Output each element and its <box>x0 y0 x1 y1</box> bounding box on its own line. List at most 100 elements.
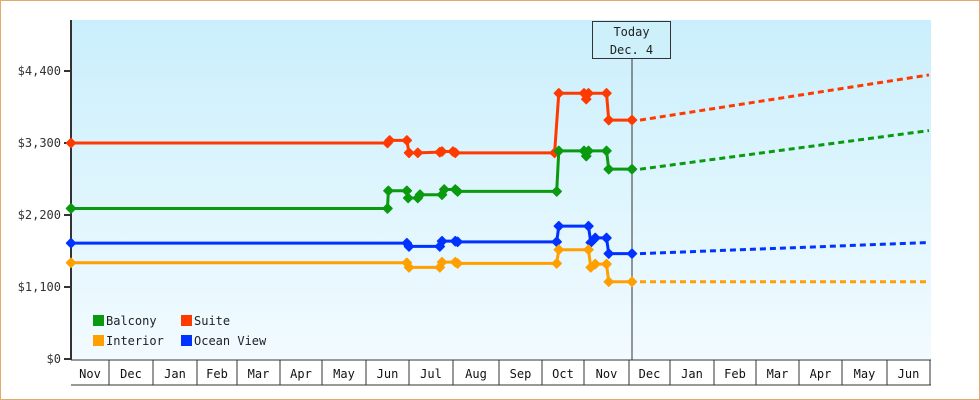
x-month-label: Jan <box>164 367 186 381</box>
legend-item-balcony: Balcony <box>93 314 157 328</box>
data-point-marker <box>601 145 612 157</box>
data-point-marker <box>603 248 614 259</box>
data-point-marker <box>65 203 77 214</box>
forecast-line <box>639 129 930 171</box>
data-point-marker <box>626 248 638 259</box>
data-point-marker <box>553 244 565 255</box>
data-point-marker <box>65 137 77 149</box>
data-point-marker <box>382 203 393 214</box>
plot-area <box>71 20 931 359</box>
x-month-label: Aug <box>465 367 487 381</box>
x-axis: Nov Dec Jan Feb Mar Apr May Jun Jul Aug Sep Oct Nov D… <box>71 359 931 386</box>
legend: Balcony Suite Interior Ocean View <box>93 314 267 348</box>
x-month-label: Mar <box>767 367 789 381</box>
forecast-line <box>639 240 930 256</box>
y-tick-label: $3,300 <box>18 136 61 150</box>
data-point-marker <box>601 232 612 244</box>
x-month-label: Nov <box>596 367 618 381</box>
data-point-marker <box>401 135 413 146</box>
today-marker-label: Today Dec. 4 <box>592 21 671 59</box>
data-point-marker <box>436 235 448 247</box>
data-point-marker <box>603 114 614 126</box>
data-point-marker <box>436 256 448 268</box>
data-point-marker <box>553 145 565 157</box>
x-month-label: Apr <box>290 367 312 381</box>
data-point-marker <box>434 241 446 252</box>
legend-swatch-icon <box>181 315 192 326</box>
x-month-label: Sep <box>510 367 532 381</box>
data-point-marker <box>581 93 592 105</box>
data-point-marker <box>601 258 612 270</box>
forecast-line <box>639 73 930 122</box>
data-point-marker <box>626 276 638 288</box>
data-point-marker <box>450 147 461 159</box>
x-month-label: Nov <box>79 367 101 381</box>
data-point-marker <box>401 185 413 197</box>
series-interior <box>65 244 929 288</box>
data-point-marker <box>412 147 424 159</box>
legend-label: Ocean View <box>194 334 267 348</box>
data-point-marker <box>553 220 565 232</box>
legend-label: Suite <box>194 314 230 328</box>
x-month-label: May <box>333 367 355 381</box>
x-month-label: Feb <box>206 367 228 381</box>
series-suite <box>65 73 930 159</box>
data-point-marker <box>583 145 594 157</box>
legend-item-ocean-view: Ocean View <box>181 334 267 348</box>
legend-label: Balcony <box>106 314 157 328</box>
x-month-label: May <box>854 367 876 381</box>
data-point-marker <box>436 146 448 157</box>
y-tick-label: $0 <box>47 352 61 366</box>
x-month-label: Jul <box>420 367 442 381</box>
legend-swatch-icon <box>93 315 104 326</box>
x-month-label: Apr <box>810 367 832 381</box>
data-point-marker <box>553 88 565 99</box>
today-date: Dec. 4 <box>609 43 654 57</box>
y-axis: $0 $1,100 $2,200 $3,300 $4,400 <box>18 20 72 366</box>
data-point-marker <box>601 88 612 99</box>
legend-label: Interior <box>106 334 164 348</box>
data-point-marker <box>551 236 562 248</box>
x-month-label: Jun <box>377 367 399 381</box>
data-point-marker <box>452 258 463 269</box>
x-month-label: Jan <box>681 367 703 381</box>
data-point-marker <box>403 241 415 252</box>
x-month-label: Mar <box>248 367 270 381</box>
x-month-label: Jun <box>898 367 920 381</box>
data-point-marker <box>590 232 601 244</box>
x-month-label: Oct <box>552 367 574 381</box>
today-label: Today <box>613 25 650 39</box>
data-point-marker <box>626 163 638 175</box>
data-point-marker <box>452 186 463 197</box>
data-point-marker <box>384 135 395 146</box>
data-point-marker <box>590 258 601 270</box>
data-point-marker <box>626 114 638 126</box>
legend-swatch-icon <box>181 335 192 346</box>
y-tick-label: $1,100 <box>18 280 61 294</box>
data-point-marker <box>551 186 562 197</box>
x-month-label: Dec <box>120 367 142 381</box>
data-point-marker <box>436 189 448 200</box>
y-tick-label: $2,200 <box>18 208 61 222</box>
legend-item-interior: Interior <box>93 334 164 348</box>
data-point-marker <box>452 236 463 248</box>
data-point-marker <box>583 244 594 255</box>
data-point-marker <box>603 276 614 288</box>
data-point-marker <box>583 220 594 232</box>
data-point-marker <box>603 163 614 175</box>
data-point-marker <box>383 185 394 197</box>
data-point-marker <box>583 88 594 99</box>
series-group <box>65 73 930 288</box>
x-month-label: Dec <box>639 367 661 381</box>
legend-item-suite: Suite <box>181 314 230 328</box>
data-point-marker <box>403 262 415 273</box>
legend-swatch-icon <box>93 335 104 346</box>
series-ocean-view <box>65 220 930 259</box>
data-point-marker <box>438 184 450 195</box>
y-tick-label: $4,400 <box>18 64 61 78</box>
data-point-marker <box>65 237 77 249</box>
data-point-marker <box>551 258 562 269</box>
series-balcony <box>65 129 930 214</box>
data-point-marker <box>65 257 77 269</box>
